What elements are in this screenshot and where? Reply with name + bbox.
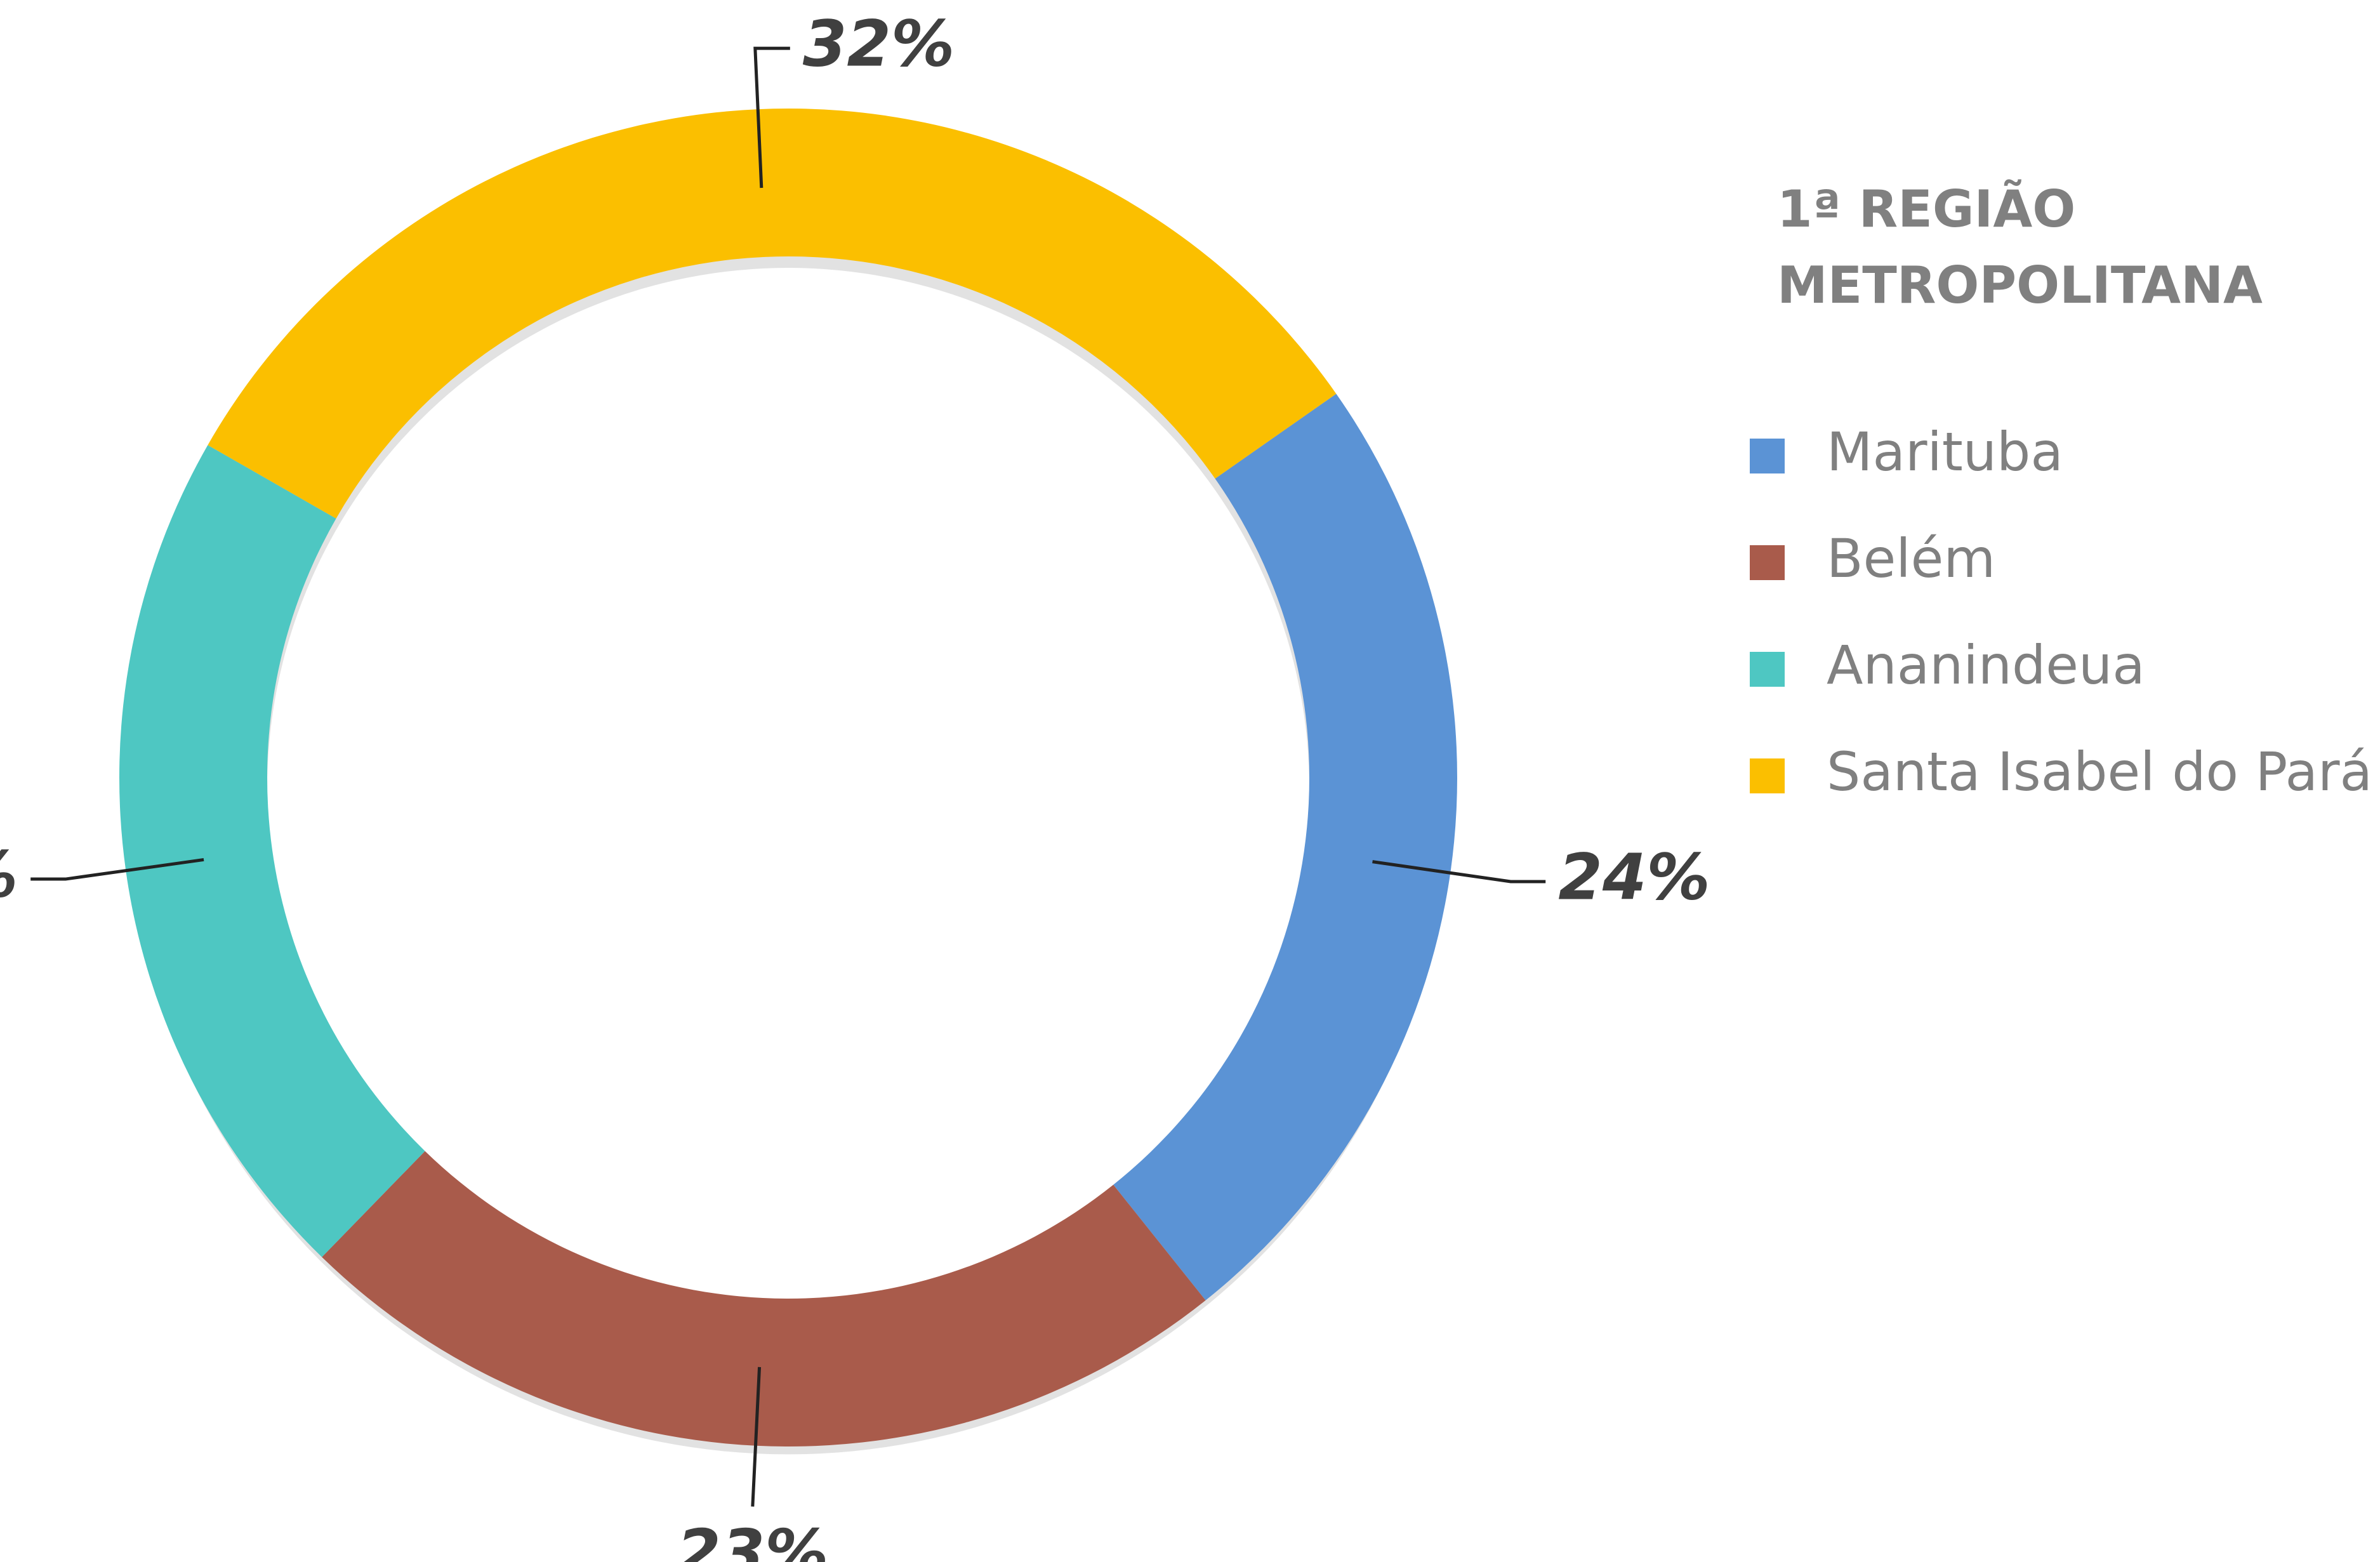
legend-label: Ananindeua [1827, 634, 2145, 696]
legend-swatch [1750, 758, 1785, 793]
donut-segment [208, 108, 1337, 519]
data-label: 23% [677, 1516, 828, 1562]
leader-line [30, 857, 204, 881]
donut-segment [119, 445, 425, 1257]
legend-swatch [1750, 545, 1785, 580]
leader-line [751, 1367, 762, 1507]
chart-title: 1ª REGIÃO METROPOLITANA [1777, 180, 2263, 315]
donut-segment [322, 1151, 1206, 1446]
leader-line [753, 46, 790, 189]
leader-line [1372, 860, 1546, 884]
legend-label: Belém [1827, 527, 1995, 590]
ring-shadow [125, 128, 1451, 1455]
legend-swatch [1750, 652, 1785, 687]
legend-label: Marituba [1827, 421, 2063, 483]
legend-label: Santa Isabel do Pará [1827, 741, 2372, 803]
data-label: 24% [1558, 840, 1710, 914]
legend-swatch [1750, 439, 1785, 473]
donut-segment [1113, 394, 1457, 1301]
data-label: 32% [803, 7, 955, 81]
data-label: 21% [0, 837, 18, 911]
